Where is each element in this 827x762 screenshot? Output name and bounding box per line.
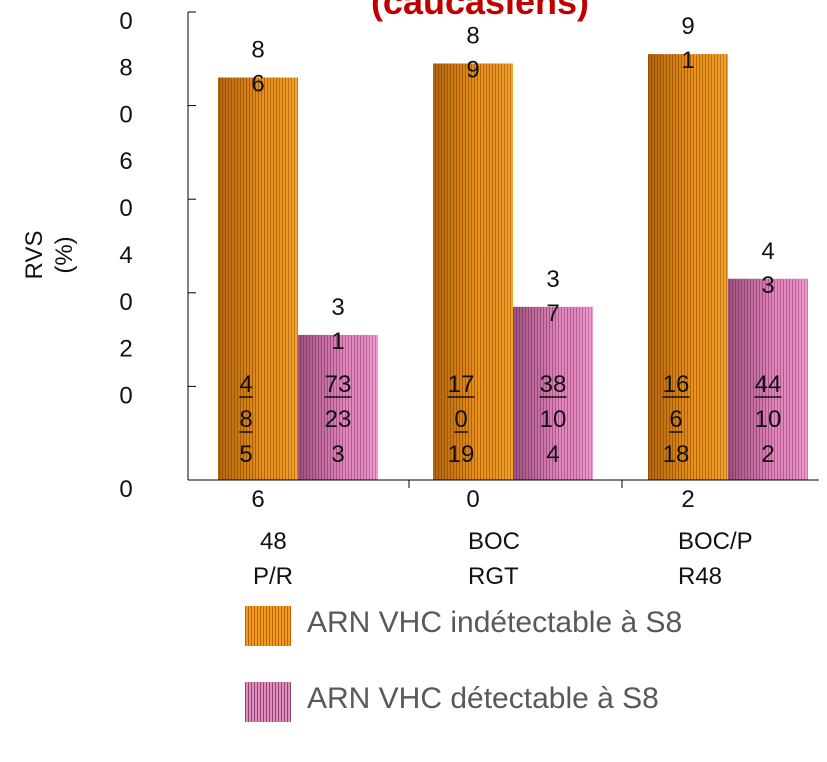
legend-label-undetectable: ARN VHC indétectable à S8	[307, 606, 683, 639]
legend: ARN VHC indétectable à S8 ARN VHC détect…	[245, 600, 765, 752]
count-label: 8	[239, 406, 252, 433]
count-label: 4	[546, 441, 559, 468]
y-axis-label: RVS (%)	[21, 231, 78, 280]
category-bottom-digit: 6	[251, 486, 264, 513]
count-label: 4	[239, 371, 252, 398]
count-label: 2	[761, 441, 774, 468]
legend-item-undetectable: ARN VHC indétectable à S8	[245, 600, 765, 676]
count-label: 17	[448, 371, 475, 398]
category-label: BOC RGT	[468, 528, 520, 590]
bar-shade	[298, 334, 378, 480]
category-label: 48 P/R	[253, 528, 293, 590]
count-label: 44	[755, 371, 782, 398]
count-label: 10	[755, 406, 782, 433]
count-label: 10	[540, 406, 567, 433]
count-label: 18	[663, 441, 690, 468]
count-label: 5	[239, 441, 252, 468]
legend-label-detectable: ARN VHC détectable à S8	[307, 682, 659, 715]
rvs-bar-chart: (caucasiens) 020406080100RVS(%) 86485317…	[21, 0, 819, 590]
bar-shade	[728, 278, 808, 480]
legend-swatch-pink	[245, 682, 291, 722]
count-label: 16	[663, 371, 690, 398]
category-label: BOC/P R48	[678, 528, 753, 590]
count-label: 38	[540, 371, 567, 398]
category-bottom-digit: 0	[466, 486, 479, 513]
count-label: 0	[454, 406, 467, 433]
bar-shade	[513, 306, 593, 480]
bar-shade	[648, 54, 728, 481]
y-axis: 0 20 40 60 80 100 RVS(%)	[21, 0, 196, 503]
count-label: 73	[325, 371, 352, 398]
count-label: 19	[448, 441, 475, 468]
category-bottom-digit: 2	[681, 486, 694, 513]
legend-swatch-orange	[245, 606, 291, 646]
y-tick-label: 0	[119, 476, 132, 503]
y-tick-label: 100	[119, 0, 132, 35]
count-label: 3	[331, 441, 344, 468]
count-label: 23	[325, 406, 352, 433]
bar-shade	[218, 77, 298, 481]
count-label: 6	[669, 406, 682, 433]
bars: 8 6 4 8 5 3 1 73 23 3 8 9 17 0 19 3 7 38 10 4 9 1 16 6 18 4 3 44 10 2	[218, 13, 808, 481]
chart-title: (caucasiens)	[371, 0, 589, 22]
x-axis: 6 48 P/R 0 BOC RGT 2 BOC/P R48	[188, 479, 819, 590]
legend-item-detectable: ARN VHC détectable à S8	[245, 676, 765, 752]
bar-shade	[433, 63, 513, 480]
